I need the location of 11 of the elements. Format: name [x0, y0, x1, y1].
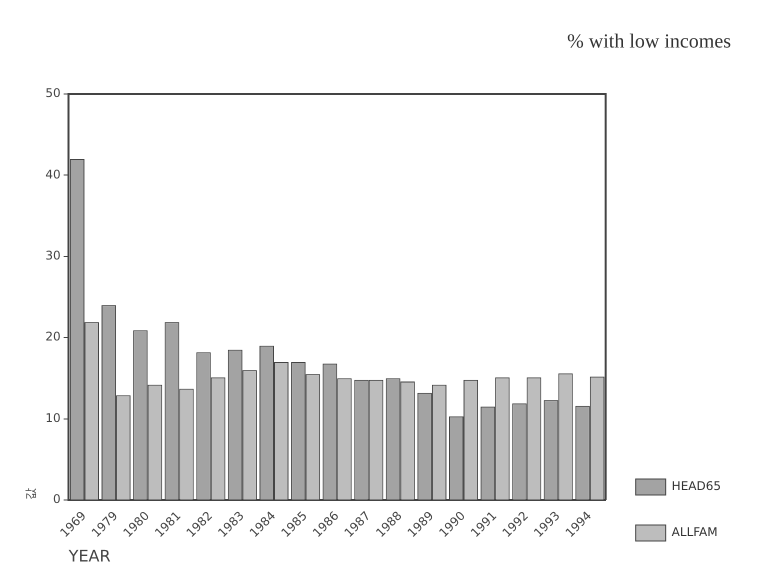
y-tick-label: 30 [45, 248, 61, 263]
y-tick-label: 0 [53, 492, 61, 506]
x-axis-title: YEAR [68, 546, 111, 566]
y-tick-label: 50 [45, 86, 61, 100]
legend-label: ALLFAM [672, 525, 718, 540]
y-tick-label: 10 [45, 410, 61, 425]
y-axis-title: 값 [23, 488, 38, 500]
text: % with low incomes [567, 30, 732, 52]
y-tick-label: 40 [45, 167, 61, 182]
y-tick-label: 20 [45, 330, 61, 344]
legend-label: HEAD65 [672, 479, 722, 494]
